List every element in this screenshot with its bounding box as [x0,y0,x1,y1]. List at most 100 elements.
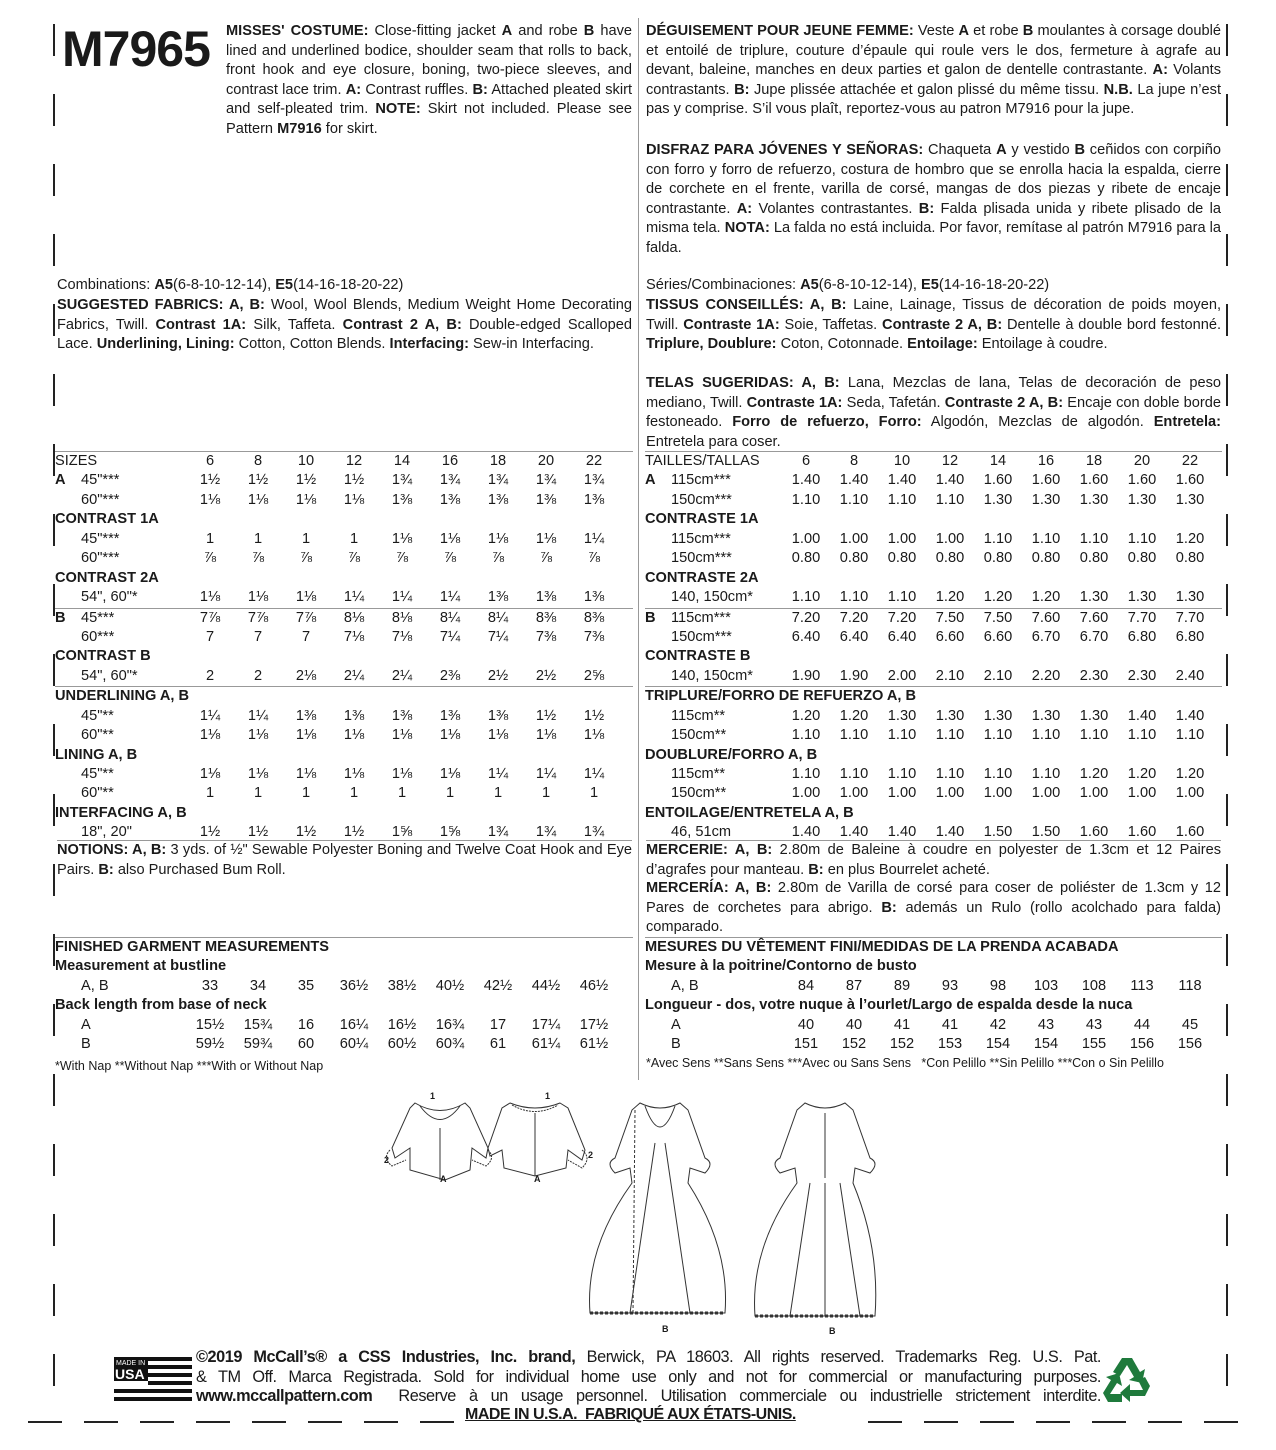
view-label: 1 [430,1091,436,1101]
view-prefix [645,588,671,607]
text-segment: Sew-in Interfacing. [469,336,594,352]
table-cell: 1 [541,785,551,802]
table-cell: 1.20 [1031,589,1061,606]
bold-text-segment: A5 [154,277,173,293]
table-cell: 60 [297,1036,315,1053]
table-cell: 40 [845,1016,863,1033]
table-cell: 1⅜ [487,589,509,606]
table-cell: 61½ [579,1036,609,1053]
cutting-line-dash [1226,1284,1228,1316]
table-cell: 1.40 [791,472,821,489]
made-in-usa-text: MADE IN U.S.A. FABRIQUÉ AUX ÉTATS-UNIS. [465,1406,796,1423]
table-cell: 15½ [195,1016,225,1033]
suggested-fabrics-es: TELAS SUGERIDAS: A, B: Lana, Mezclas de … [646,374,1221,452]
cutting-line-dash [1148,1421,1182,1423]
table-cell: 1¾ [535,824,557,841]
table-cell: 0.80 [1079,550,1109,567]
table-cell: 59¾ [243,1036,273,1053]
row-label: Longueur - dos, votre nuque à l’ourlet/L… [645,997,1133,1014]
table-row: B 151 152 152 153 154 154 155 156 156 [645,1035,1222,1054]
view-prefix [645,1035,671,1054]
table-cell: 38½ [387,977,417,994]
bold-text-segment: Contraste 1A: [746,394,843,411]
table-cell: 89 [893,977,911,994]
row-label: A, B [671,977,699,994]
view-prefix [55,726,81,745]
table-cell: 1.10 [935,491,965,508]
view-prefix [55,549,81,568]
table-header-row: SIZES 6 8 10 12 14 16 18 20 22 [55,451,633,471]
cutting-line-dash [1226,1004,1228,1036]
cutting-line-dash [53,1354,55,1386]
view-prefix [645,726,671,745]
table-cell: 16 [297,1016,315,1033]
table-cell: 6 [801,453,811,469]
table-cell: 1.10 [887,727,917,744]
table-cell: 93 [941,977,959,994]
table-cell: 1.30 [983,707,1013,724]
table-cell: 1.20 [839,707,869,724]
table-cell: 1⅛ [343,727,365,744]
table-cell: 0.80 [1175,550,1205,567]
jacket-a-back-drawing [487,1102,588,1177]
row-label: TAILLES/TALLAS [645,453,760,469]
table-cell: 1.10 [791,766,821,782]
table-cell: 1.60 [1079,472,1109,489]
table-cell: 1.40 [1175,707,1205,724]
cutting-line-dash [84,1421,118,1423]
cutting-line-dash [1226,934,1228,966]
table-cell: 43 [1085,1016,1103,1033]
website-link[interactable]: www.mccallpattern.com [196,1387,373,1405]
row-label: 54", 60"* [81,589,138,606]
cutting-line-dash [53,1144,55,1176]
table-cell: 17½ [579,1016,609,1033]
table-cell: ⅞ [251,550,265,567]
table-cell: 108 [1081,977,1107,994]
table-cell: 2 [205,667,215,684]
table-cell: 41 [893,1016,911,1033]
table-cell: 1½ [199,824,221,841]
table-row: A 15½ 15¾ 16 16¼ 16½ 16¾ 17 17¼ 17½ [55,1016,633,1035]
table-cell: 33 [201,977,219,994]
table-cell: 1⅜ [535,491,557,508]
table-cell: 1.10 [935,766,965,782]
cutting-line-dash [53,24,55,56]
table-cell: 1.20 [1175,766,1205,782]
table-cell: 1.10 [839,766,869,782]
table-cell: 1.10 [1079,727,1109,744]
table-cell: 1⅜ [295,707,317,724]
view-prefix [55,588,81,607]
table-cell: 35 [297,977,315,994]
table-section-heading: TRIPLURE/FORRO DE REFUERZO A, B [645,686,1222,706]
view-label: B [829,1326,836,1336]
table-section-heading: CONTRAST 1A [55,510,633,529]
footnote-en: *With Nap **Without Nap ***With or Witho… [55,1059,324,1073]
bold-text-segment: M7916 [277,120,322,137]
table-cell: 1½ [295,472,317,489]
table-row: 60"*** ⅞ ⅞ ⅞ ⅞ ⅞ ⅞ ⅞ ⅞ ⅞ [55,549,633,568]
bold-text-segment: A5 [800,277,819,293]
view-prefix [55,667,81,686]
table-cell: 2.30 [1127,667,1157,684]
cutting-line-dash [53,864,55,896]
table-cell: ⅞ [299,550,313,567]
table-cell: 0.80 [935,550,965,567]
table-cell: 1.30 [1175,589,1205,606]
table-row: 150cm*** 0.80 0.80 0.80 0.80 0.80 0.80 0.80 0.80… [645,549,1222,568]
row-label: Measurement at bustline [55,958,227,975]
table-cell: 1⅜ [583,491,605,508]
text-segment: have lined and underlined bodice, should… [226,23,632,98]
pattern-number: M7965 [62,21,211,77]
copyright-line-1: Berwick, PA 18603. All rights reserved. … [575,1348,1102,1366]
text-segment: Entoilage à coudre. [977,336,1108,352]
bold-text-segment: Entretela: [1153,414,1221,430]
table-cell: 7.50 [983,609,1013,626]
table-cell: 1¾ [487,824,509,841]
table-cell: 60¾ [435,1036,465,1053]
bold-text-segment: Entoilage: [907,336,978,352]
cutting-line-dash [868,1421,902,1423]
table-cell: 1⅛ [247,766,269,782]
table-cell: 2½ [535,667,557,684]
table-cell: 1.00 [935,785,965,802]
bold-text-segment: NOTE: [375,101,421,117]
